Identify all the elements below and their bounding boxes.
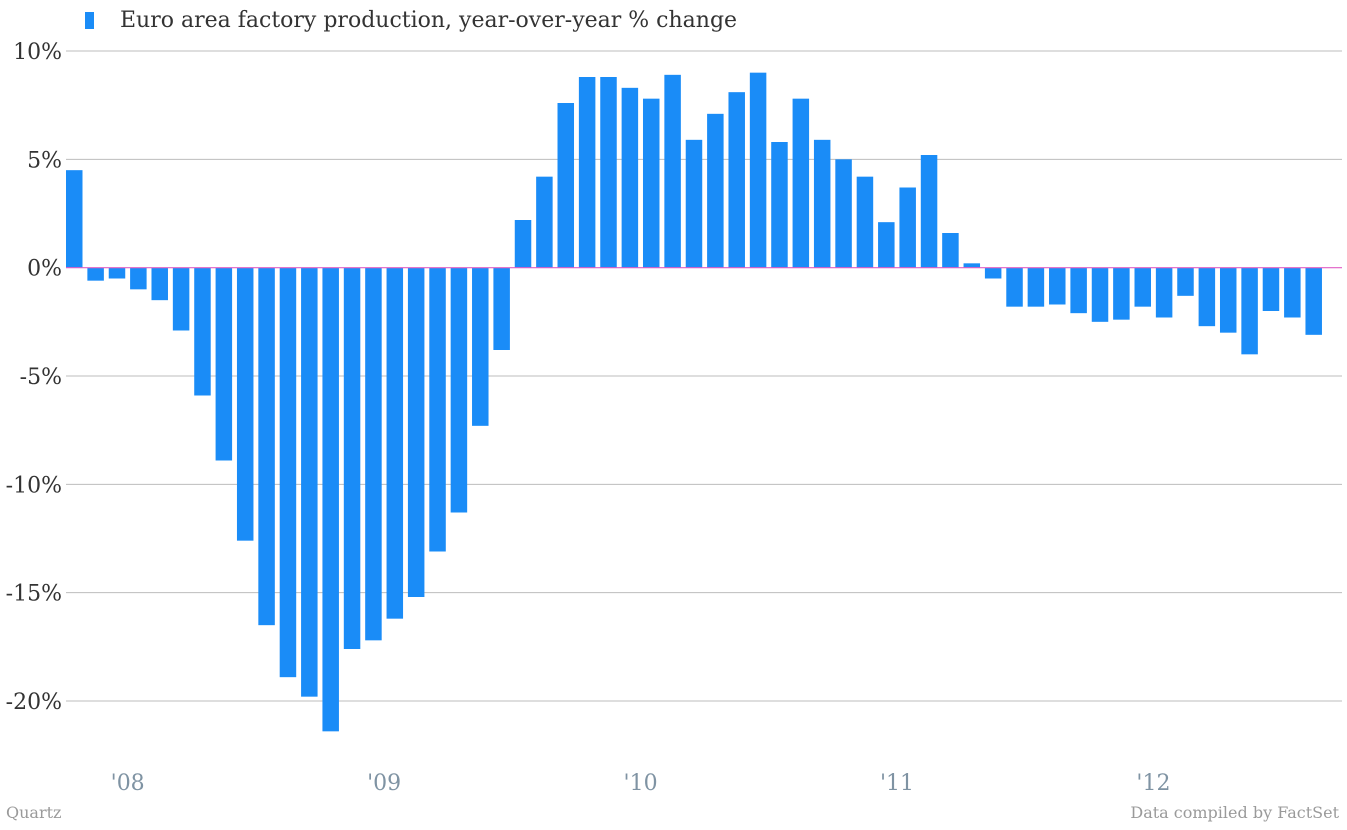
bar: [322, 267, 339, 732]
bar: [172, 267, 190, 331]
bar: [621, 87, 639, 268]
bar: [279, 267, 297, 678]
bar: [429, 267, 446, 552]
legend-label: Euro area factory production, year-over-…: [120, 7, 738, 33]
bar: [236, 267, 254, 541]
bar: [792, 98, 810, 268]
x-tick-label: '08: [111, 771, 145, 796]
bar: [1091, 267, 1109, 322]
bar: [1155, 267, 1173, 318]
y-tick-label: -20%: [6, 690, 62, 715]
bar: [386, 267, 404, 619]
bar: [130, 267, 147, 290]
bar: [1027, 267, 1045, 307]
bar: [642, 98, 660, 268]
bar: [301, 267, 318, 697]
x-tick-label: '10: [624, 771, 658, 796]
bar: [365, 267, 382, 641]
y-tick-label: 0%: [27, 257, 62, 282]
footer-source-left: Quartz: [6, 803, 62, 822]
footer-source-right: Data compiled by FactSet: [1130, 803, 1339, 822]
bar: [407, 267, 425, 597]
bar: [1006, 267, 1023, 307]
bar: [472, 267, 489, 426]
bar: [813, 139, 831, 268]
bar: [1070, 267, 1087, 314]
bar: [1262, 267, 1280, 311]
bar: [87, 267, 104, 281]
bar: [1219, 267, 1237, 333]
y-tick-label: -5%: [20, 365, 62, 390]
bar: [1241, 267, 1258, 355]
bar: [1113, 267, 1130, 320]
bar: [557, 103, 575, 268]
bar: [108, 267, 126, 279]
bar: [1177, 267, 1194, 296]
bar: [942, 233, 959, 268]
bar: [728, 92, 745, 268]
y-tick-label: 10%: [13, 40, 62, 65]
bar: [963, 263, 981, 268]
bar: [343, 267, 361, 649]
y-tick-label: 5%: [27, 148, 62, 173]
bar: [600, 77, 617, 268]
bar: [920, 155, 938, 268]
bar: [215, 267, 233, 461]
bar: [771, 142, 788, 268]
bar: [878, 222, 895, 268]
bar: [856, 176, 874, 268]
bar: [194, 267, 211, 396]
y-tick-label: -15%: [6, 582, 62, 607]
bar: [835, 159, 852, 268]
grid-lines: [66, 50, 1342, 702]
y-axis-ticks: 10% 5% 0% -5% -10% -15% -20%: [6, 40, 62, 715]
x-tick-label: '11: [880, 771, 914, 796]
bar: [984, 267, 1002, 279]
x-tick-label: '12: [1136, 771, 1170, 796]
legend: Euro area factory production, year-over-…: [85, 6, 737, 34]
bar: [899, 187, 916, 268]
bar: [450, 267, 468, 513]
bar: [664, 74, 681, 268]
bar: [749, 72, 767, 268]
bar: [493, 267, 510, 350]
bar: [1284, 267, 1301, 318]
y-tick-label: -10%: [6, 473, 62, 498]
bar: [536, 176, 553, 268]
x-axis-ticks: '08 '09 '10 '11 '12: [111, 771, 1171, 796]
x-tick-label: '09: [367, 771, 401, 796]
bar: [151, 267, 168, 301]
bar: [1134, 267, 1151, 307]
bar: [578, 77, 596, 268]
bar: [685, 139, 703, 268]
bar: [258, 267, 275, 626]
bar: [1049, 267, 1066, 305]
bar: [1198, 267, 1216, 327]
bar: [514, 220, 532, 268]
bar: [707, 113, 724, 268]
bar-series: [66, 72, 1322, 732]
bar: [66, 170, 83, 268]
bar: [1305, 267, 1322, 335]
legend-swatch-icon: [85, 11, 94, 29]
